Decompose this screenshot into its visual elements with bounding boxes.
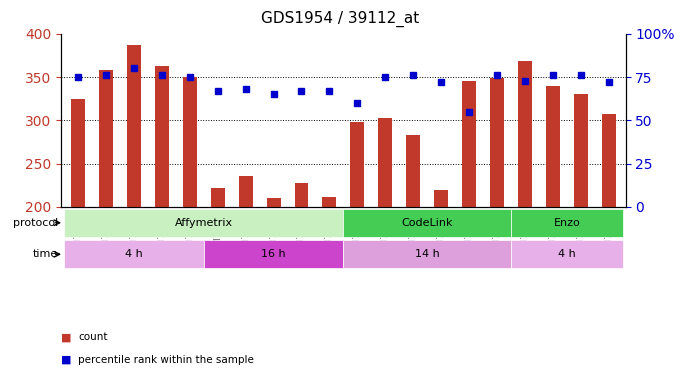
FancyBboxPatch shape (64, 240, 204, 268)
Bar (211, 188, 224, 207)
Text: 16 h: 16 h (261, 249, 286, 259)
Text: time: time (33, 249, 58, 259)
Bar (602, 114, 616, 207)
Bar (239, 176, 252, 207)
FancyBboxPatch shape (343, 209, 511, 237)
FancyBboxPatch shape (343, 240, 511, 268)
Text: Affymetrix: Affymetrix (175, 218, 233, 228)
Text: 14 h: 14 h (415, 249, 439, 259)
FancyBboxPatch shape (64, 209, 343, 237)
Text: CodeLink: CodeLink (401, 218, 453, 228)
FancyBboxPatch shape (511, 209, 623, 237)
Text: 4 h: 4 h (125, 249, 143, 259)
Bar (350, 122, 364, 207)
Bar (378, 118, 392, 207)
Bar (490, 78, 504, 207)
Bar (294, 183, 309, 207)
Bar (518, 62, 532, 207)
FancyBboxPatch shape (511, 240, 623, 268)
Bar (406, 135, 420, 207)
Text: protocol: protocol (13, 218, 58, 228)
Text: Enzo: Enzo (554, 218, 580, 228)
FancyBboxPatch shape (204, 240, 343, 268)
Bar (546, 86, 560, 207)
Bar (71, 99, 85, 207)
Bar (574, 94, 588, 207)
Text: GDS1954 / 39112_at: GDS1954 / 39112_at (261, 11, 419, 27)
Bar (322, 196, 337, 207)
Bar (435, 190, 448, 207)
Text: percentile rank within the sample: percentile rank within the sample (78, 355, 254, 365)
Text: count: count (78, 333, 107, 342)
Bar (127, 45, 141, 207)
Bar (99, 70, 113, 207)
Bar (155, 66, 169, 207)
Text: ■: ■ (61, 355, 71, 365)
Bar (462, 81, 476, 207)
Bar (267, 198, 281, 207)
Bar (183, 77, 197, 207)
Text: 4 h: 4 h (558, 249, 576, 259)
Text: ■: ■ (61, 333, 71, 342)
